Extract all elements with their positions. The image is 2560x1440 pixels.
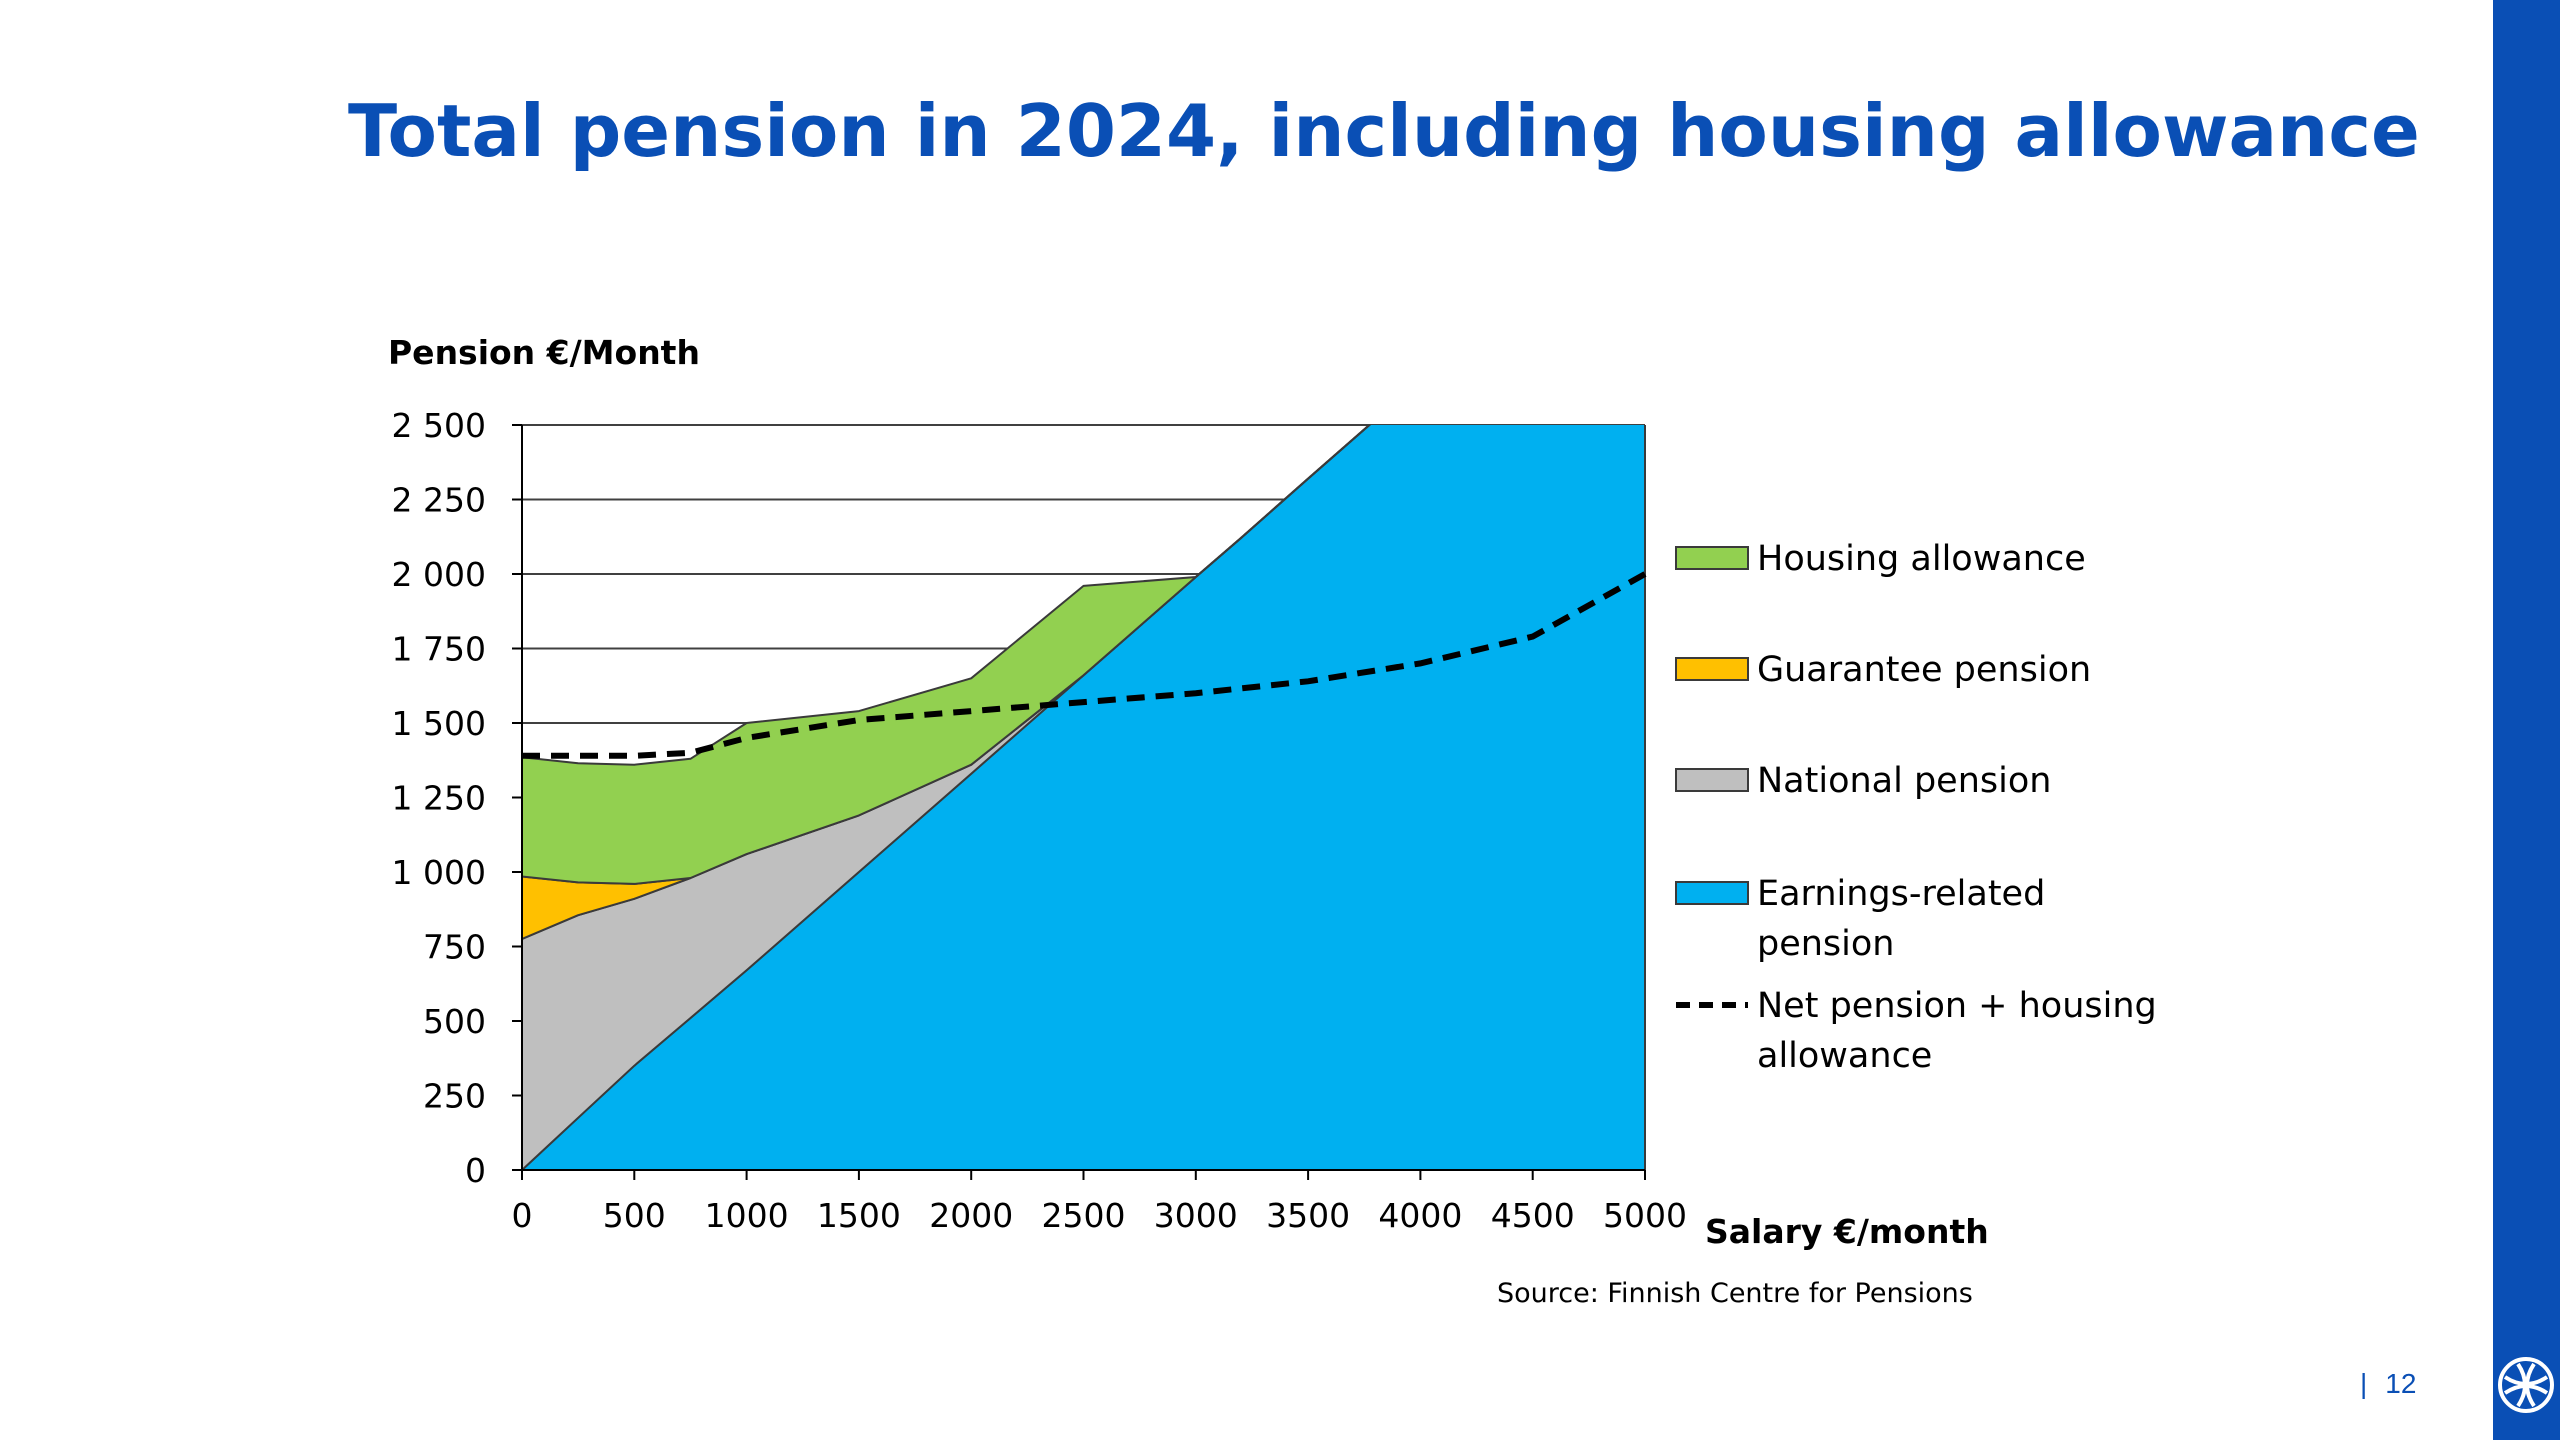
legend-swatch-earnings-related-pension [1675,881,1749,905]
y-tick-label-10: 2 500 [392,406,486,445]
legend-label-national-pension: National pension [1757,761,2051,801]
legend-label-net-pension-housing-allowance-line2: allowance [1757,1036,1932,1076]
slide-title: Total pension in 2024, including housing… [348,89,2420,173]
legend-swatch-national-pension [1675,768,1749,792]
x-tick-label-1: 500 [603,1196,666,1235]
page-number-divider: | [2360,1368,2368,1399]
x-tick-label-0: 0 [512,1196,533,1235]
y-tick-label-4: 1 000 [392,853,486,892]
y-tick-label-9: 2 250 [392,481,486,520]
y-tick-label-5: 1 250 [392,779,486,818]
y-axis-title: Pension €/Month [388,333,700,372]
x-tick-label-5: 2500 [1042,1196,1126,1235]
legend-label-earnings-related-pension: Earnings-related [1757,874,2045,914]
x-tick-label-4: 2000 [929,1196,1013,1235]
legend-swatch-guarantee-pension [1675,657,1749,681]
net-pension-line [522,571,1647,759]
x-tick-label-10: 5000 [1603,1196,1687,1235]
brand-sidebar [2493,0,2560,1440]
page-number: | 12 [2360,1368,2416,1400]
legend-swatch-housing-allowance [1675,546,1749,570]
x-axis-title: Salary €/month [1705,1212,1989,1251]
source-note: Source: Finnish Centre for Pensions [1497,1278,1973,1309]
x-tick-label-9: 4500 [1491,1196,1575,1235]
y-tick-label-3: 750 [423,928,486,967]
y-tick-label-7: 1 750 [392,630,486,669]
areas-group [522,425,1645,1170]
legend-label-housing-allowance: Housing allowance [1757,539,2086,579]
legend-label-guarantee-pension: Guarantee pension [1757,650,2091,690]
x-tick-label-7: 3500 [1266,1196,1350,1235]
x-tick-label-2: 1000 [705,1196,789,1235]
y-tick-label-6: 1 500 [392,704,486,743]
x-tick-label-3: 1500 [817,1196,901,1235]
area-housing-allowance [522,425,1371,885]
y-tick-label-1: 250 [423,1077,486,1116]
page-number-value: 12 [2385,1368,2417,1399]
legend-label-earnings-related-pension-line2: pension [1757,924,1895,964]
x-tick-label-8: 4000 [1378,1196,1462,1235]
y-tick-label-0: 0 [465,1151,486,1190]
y-tick-label-2: 500 [423,1002,486,1041]
y-tick-label-8: 2 000 [392,555,486,594]
area-earnings-related-pension [522,425,1645,1170]
logo-icon [2498,1357,2554,1413]
x-tick-label-6: 3000 [1154,1196,1238,1235]
legend-label-net-pension-housing-allowance: Net pension + housing [1757,986,2157,1026]
